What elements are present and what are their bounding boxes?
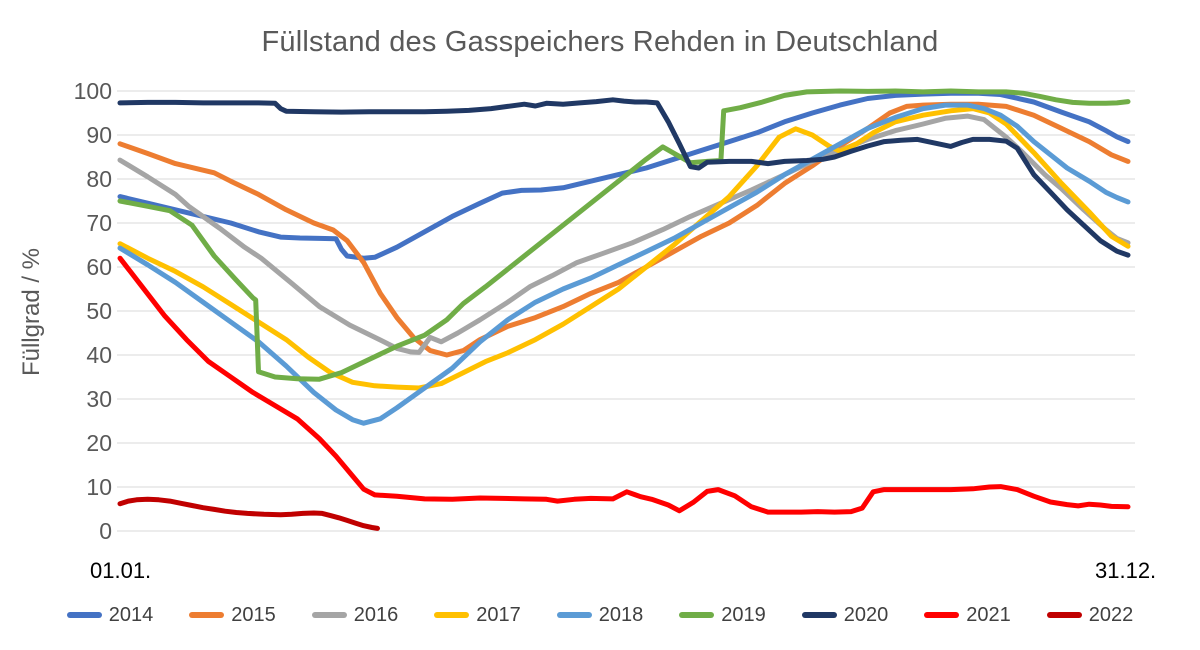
legend: 2014 2015 2016 2017 2018 2019 2020 2021 2022	[0, 600, 1200, 630]
legend-item-2020: 2020	[801, 603, 889, 627]
legend-marker-icon	[801, 612, 837, 618]
series-line-2018	[117, 102, 1131, 426]
legend-marker-icon	[311, 612, 347, 618]
y-tick-label-60: 60	[86, 254, 112, 280]
legend-label: 2020	[843, 603, 889, 626]
legend-label: 2015	[231, 603, 276, 626]
legend-item-2014: 2014	[66, 603, 154, 627]
series-line-2016	[117, 113, 1131, 355]
chart-title: Füllstand des Gasspeichers Rehden in Deu…	[261, 26, 939, 58]
series-line-2022	[117, 496, 380, 531]
legend-label: 2018	[598, 603, 644, 626]
legend-item-2016: 2016	[311, 603, 399, 627]
legend-item-2015: 2015	[189, 604, 276, 627]
legend-marker-icon	[924, 612, 960, 618]
y-tick-label-10: 10	[86, 474, 112, 500]
series-line-2019	[117, 88, 1131, 382]
legend-marker-icon	[556, 612, 592, 618]
legend-marker-icon	[679, 612, 715, 618]
legend-label: 2016	[353, 603, 399, 626]
series-line-2017	[117, 106, 1131, 391]
series-line-2021	[117, 255, 1131, 515]
x-axis-start-label: 01.01.	[90, 558, 152, 583]
legend-marker-icon	[66, 612, 102, 618]
y-tick-label-70: 70	[86, 210, 112, 236]
y-tick-label-80: 80	[86, 166, 112, 192]
legend-item-2018: 2018	[556, 603, 644, 627]
y-tick-label-0: 0	[99, 518, 112, 544]
legend-marker-icon	[189, 612, 225, 618]
y-tick-label-50: 50	[86, 298, 112, 324]
series-line-2020	[117, 97, 1131, 258]
legend-item-2017: 2017	[434, 604, 521, 627]
legend-item-2019: 2019	[679, 604, 766, 627]
y-tick-label-20: 20	[86, 430, 112, 456]
y-tick-label-100: 100	[73, 78, 112, 104]
y-tick-label-30: 30	[86, 386, 112, 412]
legend-marker-icon	[1046, 612, 1082, 618]
y-tick-label-90: 90	[86, 122, 112, 148]
legend-label: 2017	[476, 603, 521, 626]
legend-label: 2019	[721, 603, 766, 626]
legend-item-2022: 2022	[1046, 603, 1134, 627]
y-tick-label-40: 40	[86, 342, 112, 368]
x-axis-end-label: 31.12.	[1095, 558, 1157, 583]
legend-label: 2022	[1088, 603, 1134, 626]
legend-item-2021: 2021	[924, 604, 1011, 627]
legend-label: 2021	[966, 603, 1011, 626]
legend-marker-icon	[434, 612, 470, 618]
legend-label: 2014	[108, 603, 154, 626]
